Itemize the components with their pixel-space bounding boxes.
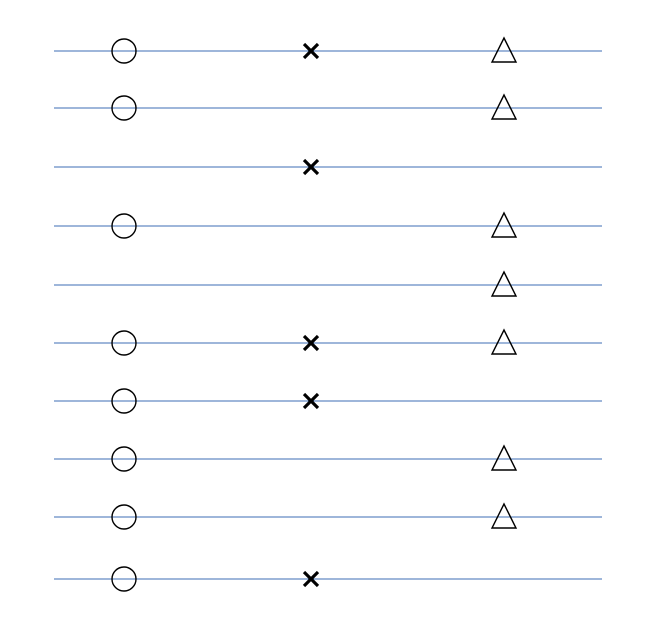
row-8: [54, 444, 602, 472]
triangle-icon: [490, 93, 518, 120]
triangle-icon: [490, 211, 518, 238]
row-6: [54, 328, 602, 356]
circle-icon: [111, 213, 137, 239]
cross-icon: [302, 42, 320, 60]
circle-icon: [111, 566, 137, 592]
row-9: [54, 502, 602, 530]
triangle-icon: [490, 328, 518, 355]
circle-icon: [111, 95, 137, 121]
row-10: [54, 566, 602, 592]
circle-icon: [111, 446, 137, 472]
row-7: [54, 388, 602, 414]
circle-icon: [111, 330, 137, 356]
triangle-icon: [490, 36, 518, 63]
cross-icon: [302, 334, 320, 352]
cross-icon: [302, 570, 320, 588]
triangle-icon: [490, 502, 518, 529]
circle-icon: [111, 38, 137, 64]
triangle-icon: [490, 270, 518, 297]
cross-icon: [302, 392, 320, 410]
triangle-icon: [490, 444, 518, 471]
circle-icon: [111, 388, 137, 414]
row-3: [54, 158, 602, 176]
row-1: [54, 36, 602, 64]
circle-icon: [111, 504, 137, 530]
row-2: [54, 93, 602, 121]
row-4: [54, 211, 602, 239]
cross-icon: [302, 158, 320, 176]
row-5: [54, 270, 602, 297]
